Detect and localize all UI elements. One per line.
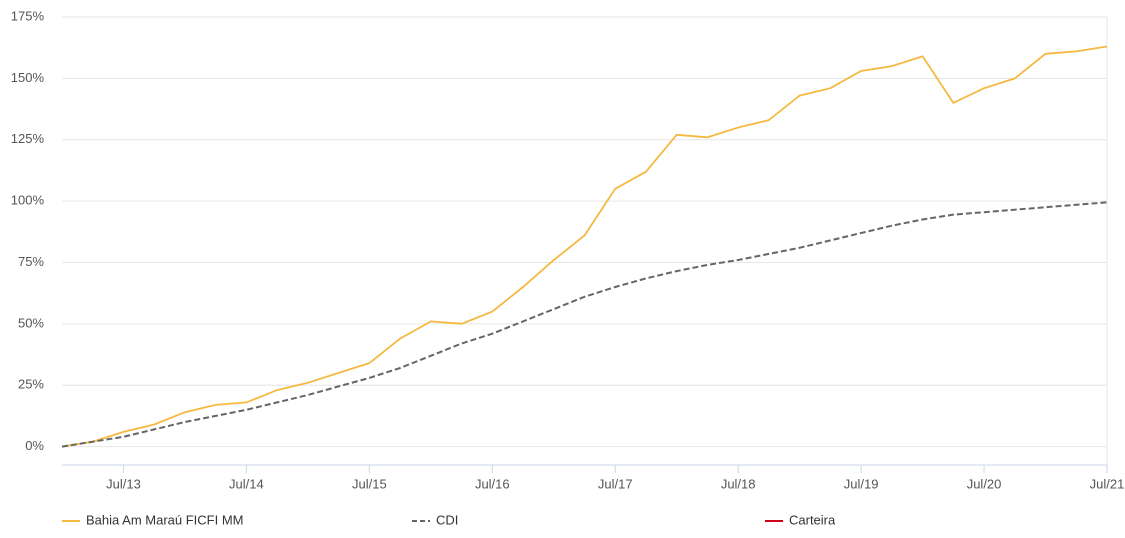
y-tick-label: 0% [25,438,44,453]
x-tick-label: Jul/21 [1090,476,1125,491]
x-tick-label: Jul/18 [721,476,756,491]
x-tick-label: Jul/20 [967,476,1002,491]
series-line [61,201,1108,448]
series-line [61,45,1108,448]
y-tick-label: 150% [11,70,45,85]
legend-area [0,503,1125,538]
y-tick-label: 25% [18,377,44,392]
y-tick-label: 75% [18,254,44,269]
x-tick-label: Jul/14 [229,476,264,491]
x-tick-label: Jul/17 [598,476,633,491]
x-tick-label: Jul/19 [844,476,879,491]
legend-label: Carteira [789,512,836,527]
legend-label: CDI [436,512,458,527]
legend-label: Bahia Am Maraú FICFI MM [86,512,243,527]
x-tick-label: Jul/16 [475,476,510,491]
x-tick-label: Jul/15 [352,476,387,491]
y-tick-label: 100% [11,193,45,208]
y-tick-label: 50% [18,315,44,330]
y-tick-label: 125% [11,131,45,146]
y-tick-label: 175% [11,8,45,23]
x-tick-label: Jul/13 [106,476,141,491]
